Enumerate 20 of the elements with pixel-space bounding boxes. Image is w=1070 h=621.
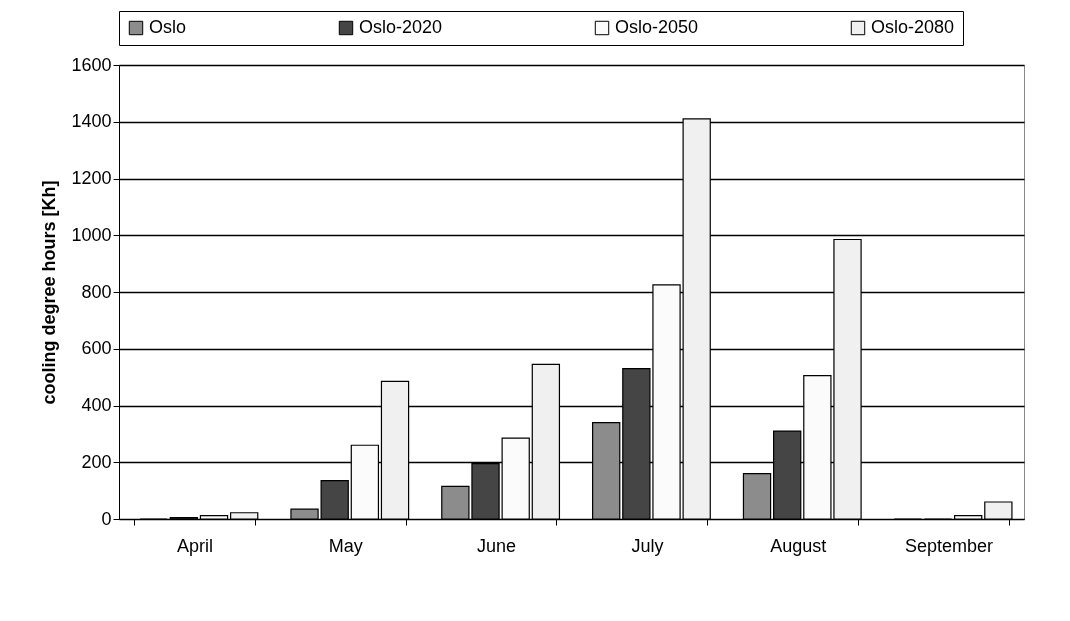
- legend-label: Oslo-2080: [871, 17, 955, 37]
- x-tick-label: June: [477, 535, 517, 556]
- y-tick-label: 800: [81, 281, 112, 302]
- y-tick-label: 1400: [71, 111, 112, 132]
- y-tick-label: 0: [101, 508, 112, 529]
- x-tick-label: April: [176, 535, 213, 556]
- y-tick-label: 1000: [71, 224, 112, 245]
- legend-label: Oslo: [149, 17, 187, 37]
- y-tick-label: 600: [81, 338, 112, 359]
- legend-label: Oslo-2020: [359, 17, 443, 37]
- y-tick-label: 200: [81, 451, 112, 472]
- x-tick-label: August: [770, 535, 827, 556]
- x-tick-label: May: [328, 535, 363, 556]
- y-tick-label: 400: [81, 395, 112, 415]
- y-tick-label: 1600: [71, 54, 112, 75]
- y-tick-label: 1200: [71, 168, 112, 188]
- legend-label: Oslo-2050: [615, 17, 699, 37]
- y-axis-title: cooling degree hours [Kh]: [39, 180, 60, 405]
- x-tick-label: July: [631, 535, 664, 556]
- x-tick-label: September: [905, 535, 994, 556]
